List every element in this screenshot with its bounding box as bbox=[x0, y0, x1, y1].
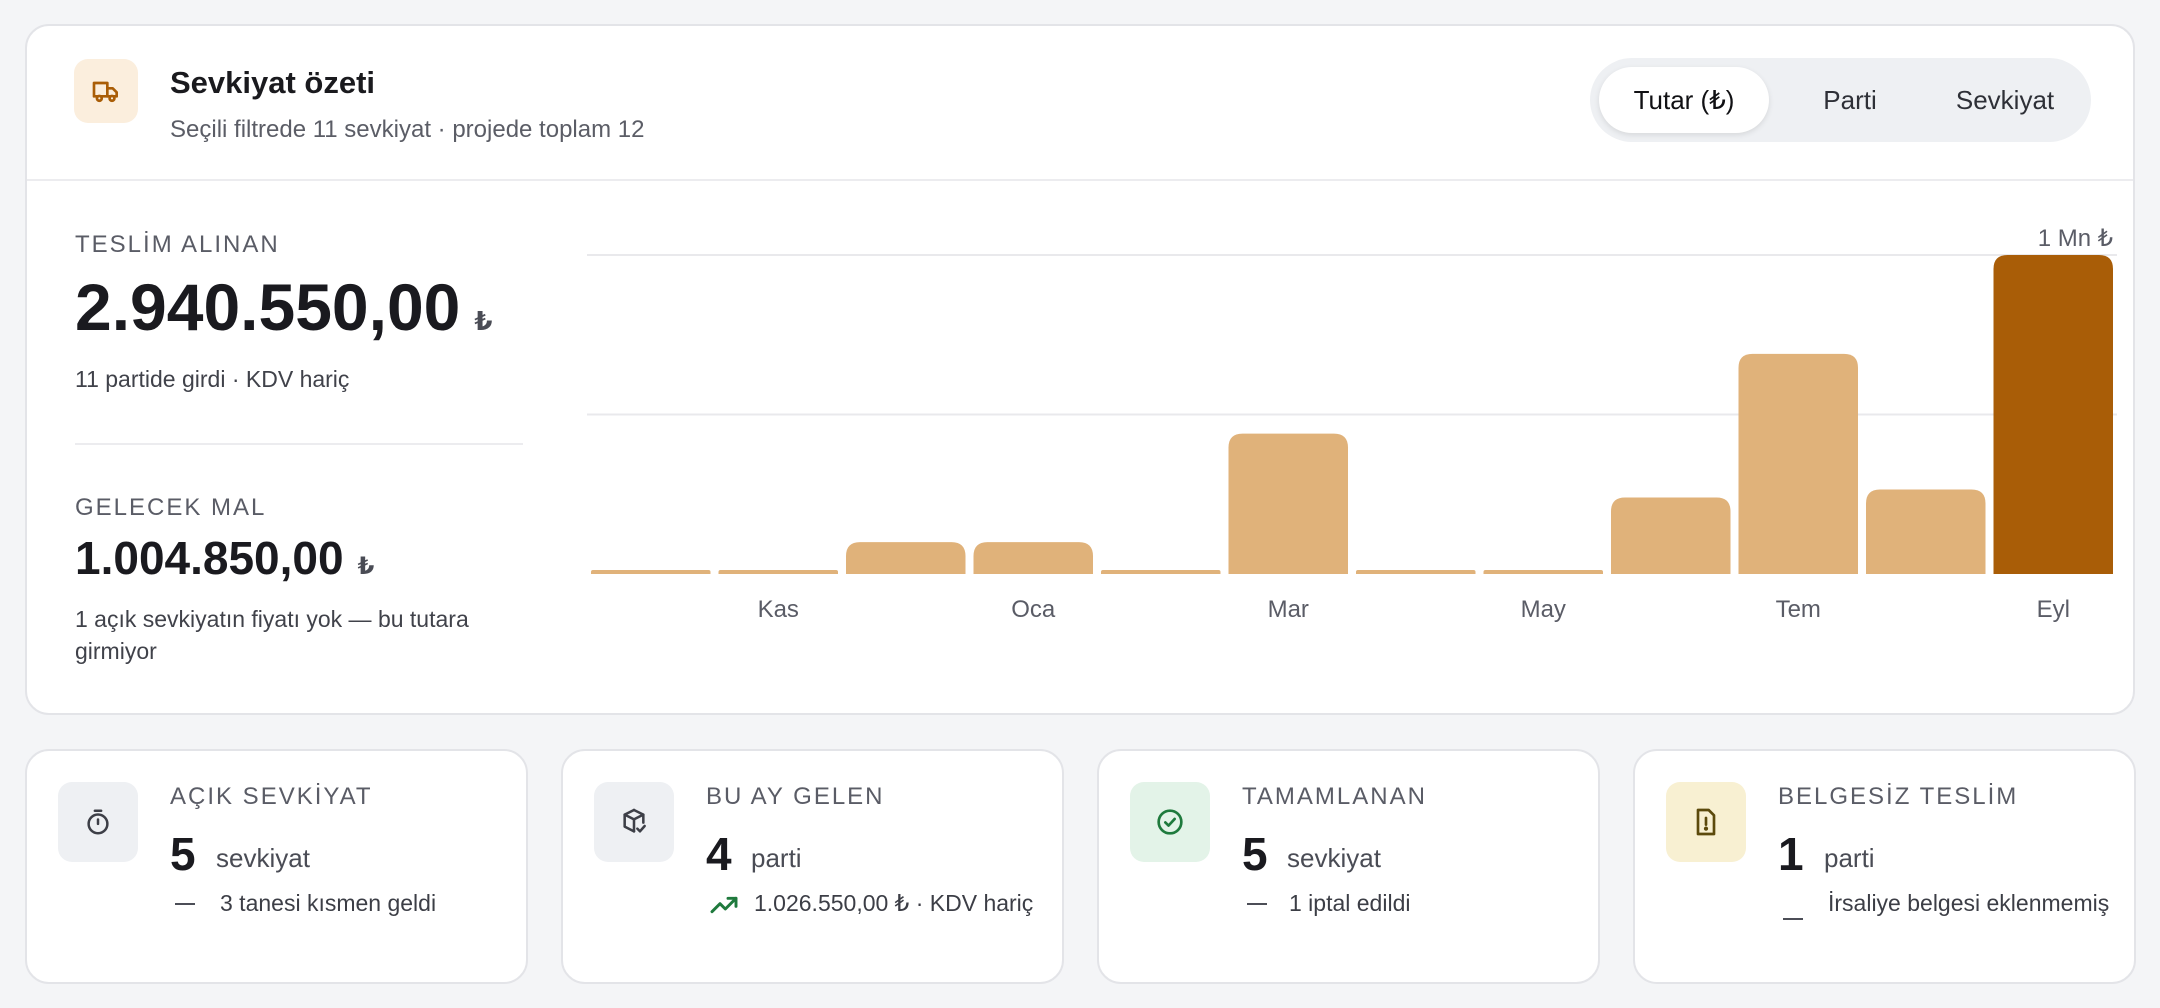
upcoming-value: 1.004.850,00 ₺ bbox=[75, 531, 374, 585]
stat-label: AÇIK SEVKİYAT bbox=[170, 783, 373, 810]
stat-label: BELGESİZ TESLİM bbox=[1778, 783, 2019, 810]
summary-header: Sevkiyat özeti Seçili filtrede 11 sevkiy… bbox=[27, 26, 2133, 181]
stat-unit: sevkiyat bbox=[1287, 843, 1381, 873]
chart-bar-Eyl[interactable] bbox=[1993, 255, 2114, 574]
stat-card-undocumented: BELGESİZ TESLİM 1 parti İrsaliye belgesi… bbox=[1633, 749, 2136, 984]
stat-unit: sevkiyat bbox=[216, 843, 310, 873]
stat-value: 1 bbox=[1778, 828, 1804, 880]
kpi-divider bbox=[75, 443, 523, 445]
stat-note: 1.026.550,00 ₺ · KDV hariç bbox=[754, 890, 1034, 916]
stat-card-this-month: BU AY GELEN 4 parti 1.026.550,00 ₺ · KDV… bbox=[561, 749, 1064, 984]
x-tick-label: May bbox=[1521, 596, 1566, 623]
dash-icon bbox=[175, 903, 195, 905]
upcoming-amount: 1.004.850,00 bbox=[75, 532, 344, 584]
y-axis-max-label: 1 Mn ₺ bbox=[2038, 225, 2113, 252]
chart-bar-Haz[interactable] bbox=[1611, 497, 1731, 574]
stopwatch-icon bbox=[58, 782, 138, 862]
chart-bar-Nis[interactable] bbox=[1356, 570, 1476, 574]
chart-bar-Eki[interactable] bbox=[591, 570, 711, 574]
metric-toggle: Tutar (₺) Parti Sevkiyat bbox=[1590, 58, 2091, 142]
chart-bar-Kas[interactable] bbox=[718, 570, 839, 574]
received-value: 2.940.550,00 ₺ bbox=[75, 269, 492, 345]
stat-note: 1 iptal edildi bbox=[1289, 890, 1411, 916]
stat-value: 4 bbox=[706, 828, 732, 880]
stat-value: 5 bbox=[1242, 828, 1268, 880]
toggle-batch-button[interactable]: Parti bbox=[1823, 84, 1877, 115]
x-tick-label: Kas bbox=[758, 596, 799, 623]
file-alert-icon bbox=[1666, 782, 1746, 862]
x-tick-label: Mar bbox=[1268, 596, 1309, 623]
upcoming-note: 1 açık sevkiyatın fiyatı yok — bu tutara… bbox=[75, 606, 469, 664]
received-amount: 2.940.550,00 bbox=[75, 270, 461, 344]
chart-bar-Tem[interactable] bbox=[1738, 353, 1859, 574]
chart-bar-Ağu[interactable] bbox=[1866, 489, 1986, 574]
stat-label: TAMAMLANAN bbox=[1242, 783, 1427, 810]
upcoming-label: GELECEK MAL bbox=[75, 494, 267, 521]
chart-bar-Oca[interactable] bbox=[973, 542, 1094, 574]
chart-bar-Mar[interactable] bbox=[1228, 433, 1349, 574]
stat-note: 3 tanesi kısmen geldi bbox=[220, 890, 437, 916]
stat-unit: parti bbox=[751, 843, 802, 873]
dash-icon bbox=[1247, 903, 1267, 905]
upcoming-currency: ₺ bbox=[357, 553, 375, 580]
received-label: TESLİM ALINAN bbox=[75, 231, 280, 258]
stat-card-open-shipments: AÇIK SEVKİYAT 5 sevkiyat 3 tanesi kısmen… bbox=[25, 749, 528, 984]
x-tick-label: Eyl bbox=[2037, 596, 2070, 623]
stat-note: İrsaliye belgesi eklenmemiş bbox=[1828, 890, 2110, 916]
trending-up-icon bbox=[708, 889, 740, 926]
check-circle-icon bbox=[1130, 782, 1210, 862]
received-note: 11 partide girdi · KDV hariç bbox=[75, 366, 350, 392]
page-title: Sevkiyat özeti bbox=[170, 65, 376, 100]
x-tick-label: Oca bbox=[1011, 596, 1056, 623]
x-tick-label: Tem bbox=[1776, 596, 1821, 623]
chart-bar-Ara[interactable] bbox=[846, 542, 966, 574]
package-check-icon bbox=[594, 782, 674, 862]
shipment-summary-card: Sevkiyat özeti Seçili filtrede 11 sevkiy… bbox=[25, 24, 2135, 715]
toggle-shipment-button[interactable]: Sevkiyat bbox=[1955, 84, 2055, 115]
stat-unit: parti bbox=[1824, 843, 1875, 873]
chart-bar-May[interactable] bbox=[1483, 570, 1604, 574]
dash-icon bbox=[1783, 918, 1803, 920]
chart-bar-Şub[interactable] bbox=[1101, 570, 1221, 574]
received-currency: ₺ bbox=[474, 306, 493, 336]
toggle-amount-button[interactable]: Tutar (₺) bbox=[1599, 67, 1769, 133]
monthly-amount-chart: 1 Mn ₺ Kas Oca Mar May Tem Eyl bbox=[587, 225, 2117, 623]
stat-label: BU AY GELEN bbox=[706, 783, 885, 810]
truck-icon bbox=[74, 59, 138, 123]
stat-card-completed: TAMAMLANAN 5 sevkiyat 1 iptal edildi bbox=[1097, 749, 1600, 984]
summary-subtitle: Seçili filtrede 11 sevkiyat · projede to… bbox=[170, 116, 645, 143]
stat-value: 5 bbox=[170, 828, 196, 880]
